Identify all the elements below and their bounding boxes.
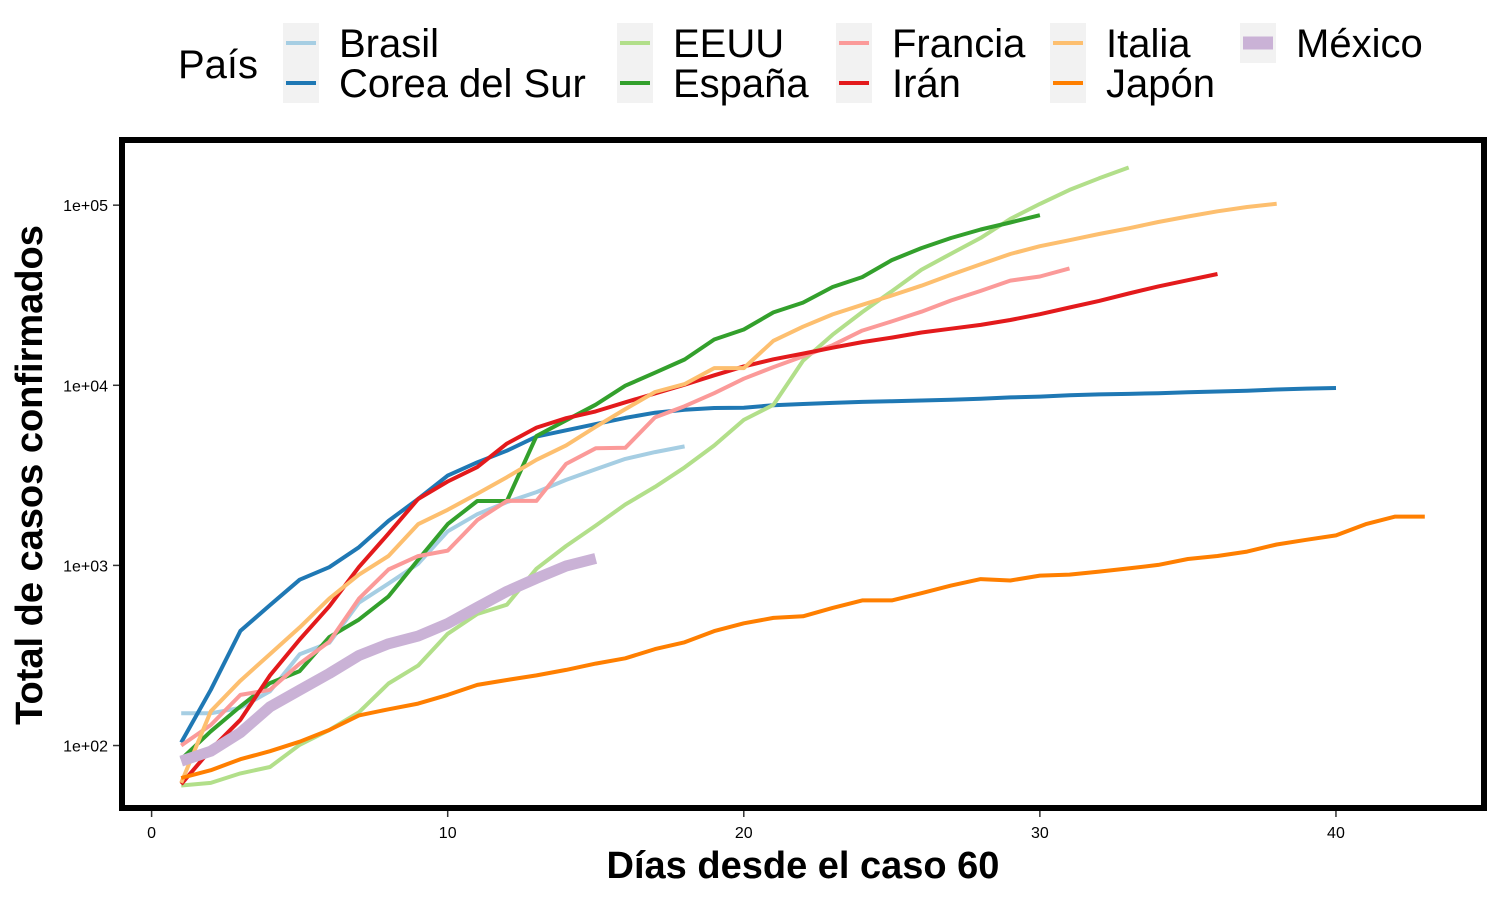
legend-item-francia: Francia	[836, 22, 1026, 66]
legend-item-iran: Irán	[836, 62, 961, 106]
legend-label: Francia	[892, 22, 1026, 66]
y-tick-label: 1e+04	[63, 378, 108, 395]
legend-label: Brasil	[339, 22, 439, 66]
x-tick-label: 40	[1327, 825, 1345, 842]
series-line-francia	[180, 266, 1071, 748]
legend-label: España	[673, 62, 809, 106]
x-tick-label: 20	[735, 825, 753, 842]
legend-item-eeuu: EEUU	[617, 22, 784, 66]
y-tick-label: 1e+03	[63, 558, 108, 575]
legend-item-mexico: México	[1240, 22, 1423, 66]
legend-label: Italia	[1106, 22, 1191, 66]
legend-label: México	[1296, 22, 1423, 66]
y-tick-label: 1e+02	[63, 739, 108, 756]
series-line-italia	[179, 201, 1277, 784]
legend-item-brasil: Brasil	[283, 22, 439, 66]
y-axis: 1e+02 1e+03 1e+04 1e+05	[63, 198, 119, 756]
legend-item-italia: Italia	[1050, 22, 1191, 66]
series-line-japon	[180, 514, 1425, 780]
x-axis-title: Días desde el caso 60	[607, 845, 1000, 887]
legend-label: Irán	[892, 62, 961, 106]
series-line-corea-del-sur	[179, 386, 1337, 744]
plot-area: 0 10 20 30 40 1e+02 1e+03 1e+04 1e+05	[63, 137, 1487, 842]
legend-item-japon: Japón	[1050, 62, 1215, 106]
legend-title: País	[178, 43, 258, 87]
x-tick-label: 0	[147, 825, 156, 842]
series-line-brasil	[181, 444, 685, 716]
x-tick-label: 10	[439, 825, 457, 842]
y-axis-title: Total de casos confirmados	[9, 225, 51, 725]
legend-item-corea-del-sur: Corea del Sur	[283, 62, 586, 106]
series-line-iran	[179, 272, 1218, 786]
plot-frame	[119, 137, 1487, 811]
legend-label: Corea del Sur	[339, 62, 586, 106]
legend-label: Japón	[1106, 62, 1215, 106]
series-line-espana	[179, 213, 1041, 761]
series-line-mexico	[179, 553, 598, 767]
y-tick-label: 1e+05	[63, 198, 108, 215]
x-tick-label: 30	[1031, 825, 1049, 842]
x-axis: 0 10 20 30 40	[147, 811, 1345, 842]
legend-label: EEUU	[673, 22, 784, 66]
legend-item-espana: España	[617, 62, 809, 106]
